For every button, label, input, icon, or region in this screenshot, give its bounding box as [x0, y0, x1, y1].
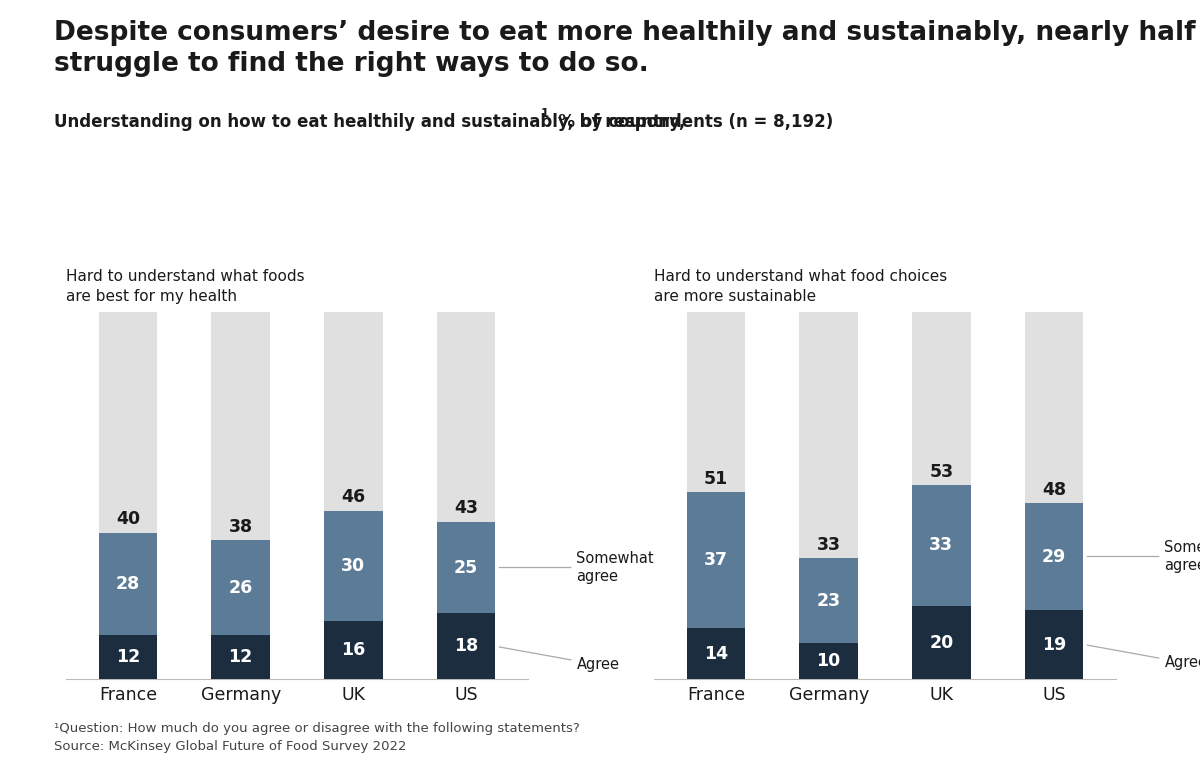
Bar [686, 492, 745, 628]
Text: 26: 26 [228, 579, 253, 597]
Bar [324, 312, 383, 511]
Bar [211, 636, 270, 679]
Text: 12: 12 [116, 648, 140, 666]
Bar [912, 485, 971, 606]
Text: struggle to find the right ways to do so.: struggle to find the right ways to do so… [54, 51, 649, 77]
Text: 33: 33 [929, 537, 953, 555]
Text: Somewhat
agree: Somewhat agree [1087, 540, 1200, 572]
Text: 46: 46 [341, 488, 366, 506]
Text: 10: 10 [816, 652, 841, 670]
Bar [1025, 312, 1084, 503]
Text: 29: 29 [1042, 547, 1066, 565]
Text: 20: 20 [929, 633, 954, 652]
Text: 37: 37 [704, 551, 728, 569]
Text: 40: 40 [116, 510, 140, 528]
Bar [324, 511, 383, 621]
Bar [324, 621, 383, 679]
Bar [437, 522, 496, 613]
Text: 12: 12 [228, 648, 253, 666]
Text: 38: 38 [228, 518, 253, 536]
Text: 30: 30 [341, 557, 366, 575]
Text: 48: 48 [1042, 481, 1066, 499]
Bar [98, 533, 157, 636]
Text: Somewhat
agree: Somewhat agree [499, 551, 654, 583]
Text: % of respondents (n = 8,192): % of respondents (n = 8,192) [556, 113, 834, 131]
Bar [211, 540, 270, 636]
Text: 23: 23 [816, 591, 841, 609]
Bar [799, 643, 858, 679]
Bar [98, 636, 157, 679]
Text: Hard to understand what foods
are best for my health: Hard to understand what foods are best f… [66, 269, 305, 305]
Text: Agree: Agree [499, 647, 619, 672]
Bar [437, 312, 496, 522]
Bar [799, 312, 858, 558]
Text: 16: 16 [341, 641, 366, 659]
Text: Hard to understand what food choices
are more sustainable: Hard to understand what food choices are… [654, 269, 947, 305]
Text: 43: 43 [454, 499, 478, 517]
Text: 1: 1 [541, 107, 550, 120]
Text: 28: 28 [116, 575, 140, 593]
Text: 18: 18 [454, 637, 478, 655]
Bar [686, 312, 745, 492]
Text: Understanding on how to eat healthily and sustainably, by country,: Understanding on how to eat healthily an… [54, 113, 685, 131]
Bar [686, 628, 745, 679]
Bar [912, 312, 971, 485]
Bar [437, 613, 496, 679]
Bar [98, 312, 157, 533]
Text: 14: 14 [704, 645, 728, 663]
Text: ¹Question: How much do you agree or disagree with the following statements?
Sour: ¹Question: How much do you agree or disa… [54, 722, 580, 754]
Bar [799, 558, 858, 643]
Text: 53: 53 [929, 462, 954, 480]
Text: 33: 33 [817, 536, 841, 554]
Text: 19: 19 [1042, 636, 1066, 654]
Text: Agree: Agree [1087, 645, 1200, 670]
Bar [1025, 610, 1084, 679]
Text: 25: 25 [454, 558, 478, 576]
Text: Despite consumers’ desire to eat more healthily and sustainably, nearly half: Despite consumers’ desire to eat more he… [54, 20, 1195, 45]
Bar [211, 312, 270, 540]
Bar [912, 606, 971, 679]
Bar [1025, 503, 1084, 610]
Text: 51: 51 [704, 470, 728, 488]
